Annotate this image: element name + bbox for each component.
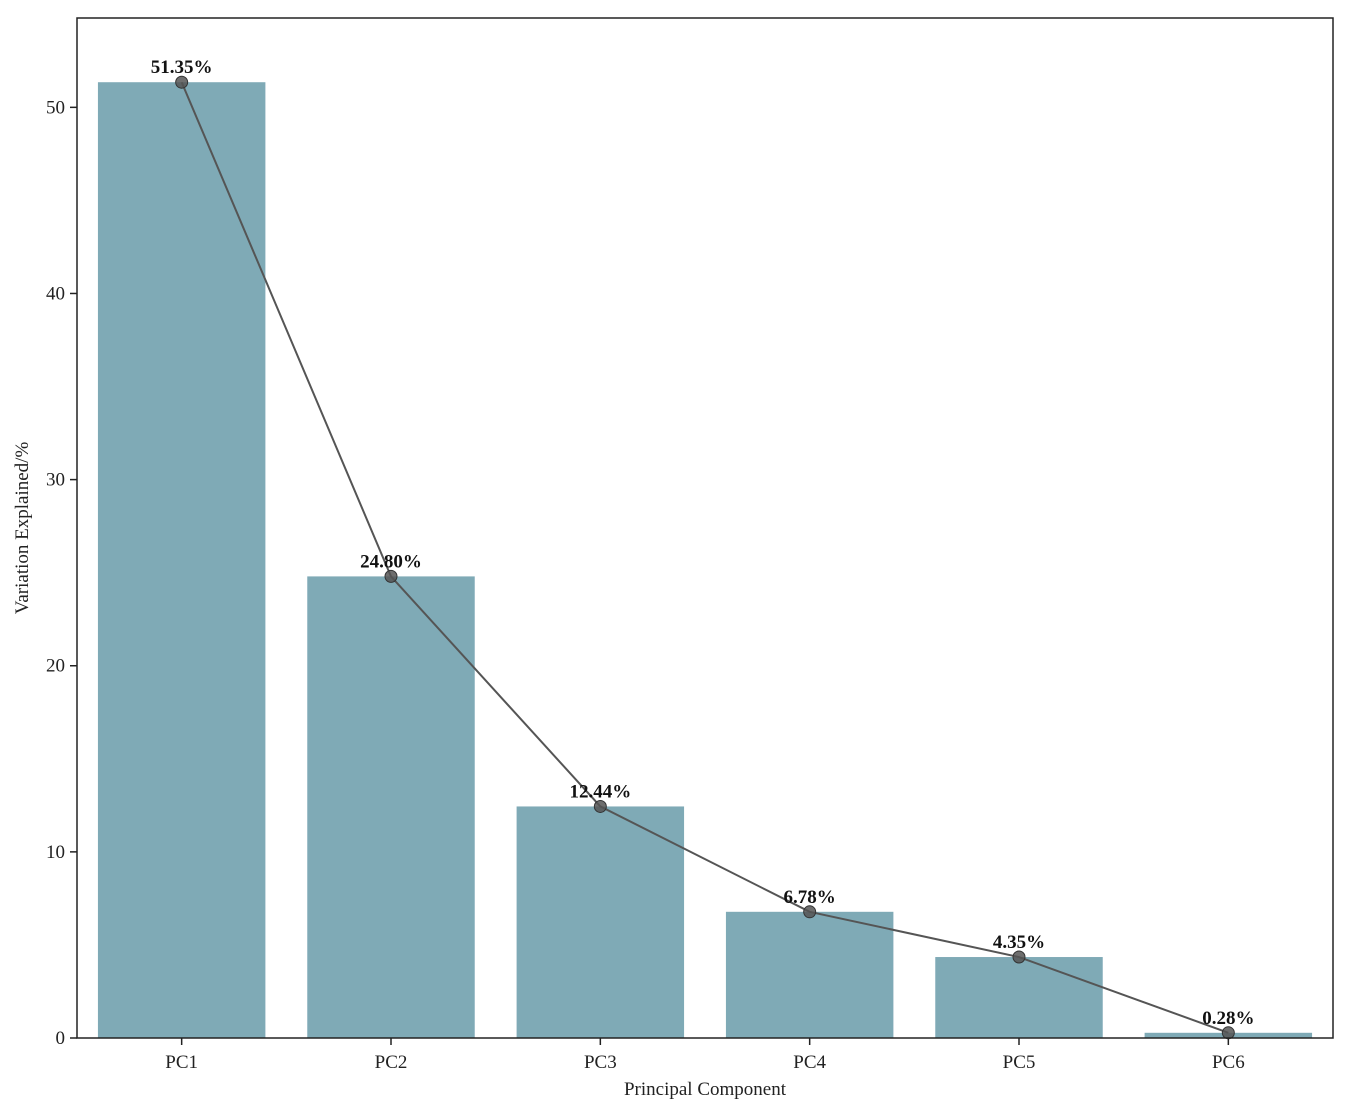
- data-label-pc3: 12.44%: [569, 781, 631, 802]
- plot-frame: [76, 17, 1334, 1039]
- y-tick-label: 50: [46, 97, 65, 118]
- bar-pc4: [725, 911, 894, 1038]
- x-tick-label-pc3: PC3: [584, 1052, 617, 1073]
- x-tick-label-pc6: PC6: [1212, 1052, 1245, 1073]
- y-tick-label: 40: [46, 283, 65, 304]
- y-tick-label: 0: [56, 1028, 66, 1049]
- y-tick-label: 20: [46, 656, 65, 677]
- marker-pc3: [593, 799, 607, 813]
- line-layer: [175, 75, 1235, 1040]
- y-tick-label: 10: [46, 842, 65, 863]
- data-label-pc5: 4.35%: [993, 932, 1045, 953]
- marker-pc1: [175, 75, 189, 89]
- bar-pc3: [516, 806, 685, 1038]
- x-tick-label-pc1: PC1: [165, 1052, 198, 1073]
- bar-pc1: [97, 82, 266, 1038]
- y-tick-label: 30: [46, 470, 65, 491]
- marker-pc2: [384, 569, 398, 583]
- y-axis: 0 10 20 30 40 50: [46, 97, 77, 1049]
- y-axis-title: Variation Explained/%: [12, 442, 33, 615]
- trend-line: [180, 81, 1229, 1034]
- x-tick-label-pc5: PC5: [1003, 1052, 1036, 1073]
- marker-pc5: [1012, 950, 1026, 964]
- x-tick-label-pc4: PC4: [793, 1052, 826, 1073]
- data-label-pc1: 51.35%: [151, 57, 213, 78]
- x-axis: PC1 PC2 PC3 PC4 PC5 PC6: [165, 1038, 1245, 1073]
- bar-pc2: [307, 576, 475, 1038]
- labels-layer: 51.35% 24.80% 12.44% 6.78% 4.35% 0.28%: [151, 57, 1255, 1029]
- bars-layer: [97, 82, 1313, 1038]
- x-axis-title: Principal Component: [624, 1079, 787, 1100]
- data-label-pc4: 6.78%: [784, 887, 836, 908]
- data-label-pc2: 24.80%: [360, 551, 422, 572]
- data-label-pc6: 0.28%: [1202, 1008, 1254, 1029]
- marker-pc4: [803, 905, 817, 919]
- x-tick-label-pc2: PC2: [375, 1052, 408, 1073]
- bar-pc5: [935, 957, 1103, 1038]
